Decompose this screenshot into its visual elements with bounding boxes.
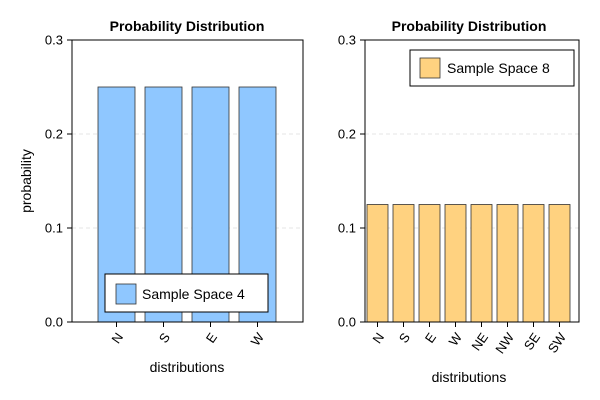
right-x-axis-label: distributions: [432, 369, 507, 385]
left-x-axis-label: distributions: [150, 359, 225, 375]
right-bar-sw: [548, 204, 571, 323]
left-y-tick-label: 0.1: [45, 221, 63, 236]
right-x-tick-label: NE: [468, 330, 491, 354]
right-plot-frame: [364, 39, 580, 323]
left-chart-title: Probability Distribution: [110, 18, 265, 34]
left-legend-label: Sample Space 4: [142, 286, 245, 302]
left-y-ticks: 0.0 0.1 0.2 0.3: [45, 33, 72, 330]
right-legend: Sample Space 8: [409, 49, 575, 87]
right-y-ticks: 0.0 0.1 0.2 0.3: [338, 33, 365, 330]
right-legend-label: Sample Space 8: [447, 60, 550, 76]
right-y-tick-label: 0.1: [338, 221, 356, 236]
right-bar-se: [522, 204, 545, 323]
right-bar-e: [418, 204, 441, 323]
right-chart-title: Probability Distribution: [392, 18, 547, 34]
left-y-axis-label: probability: [18, 149, 34, 213]
left-chart-panel: Probability Distribution 0.0 0.1 0.2 0.3 N S…: [18, 18, 304, 375]
right-x-ticks: N S E W NE NW SE SW: [369, 322, 569, 356]
left-y-tick-label: 0.0: [45, 315, 63, 330]
right-y-tick-label: 0.2: [338, 127, 356, 142]
right-y-tick-label: 0.0: [338, 315, 356, 330]
left-x-tick-label: S: [156, 330, 173, 346]
right-bars: [366, 204, 571, 323]
left-legend-swatch: [115, 283, 137, 305]
right-bar-w: [444, 204, 467, 323]
right-bar-n: [366, 204, 389, 323]
left-plot-frame: [71, 39, 304, 323]
right-bar-ne: [470, 204, 493, 323]
left-x-tick-label: W: [248, 329, 268, 348]
right-y-tick-label: 0.3: [338, 33, 356, 48]
left-y-tick-label: 0.3: [45, 33, 63, 48]
right-bar-nw: [496, 204, 519, 323]
left-x-tick-label: N: [108, 330, 126, 346]
right-bar-s: [392, 204, 415, 323]
right-x-tick-label: E: [422, 330, 439, 346]
right-x-tick-label: S: [396, 330, 413, 346]
right-x-tick-label: NW: [492, 329, 517, 356]
right-x-tick-label: SW: [545, 329, 570, 355]
right-x-tick-label: N: [369, 330, 387, 346]
left-y-tick-label: 0.2: [45, 127, 63, 142]
left-legend: Sample Space 4: [104, 273, 269, 313]
right-x-tick-label: W: [446, 329, 466, 348]
left-x-tick-label: E: [203, 330, 220, 346]
right-legend-swatch: [419, 57, 441, 79]
right-x-tick-label: SE: [521, 330, 543, 353]
